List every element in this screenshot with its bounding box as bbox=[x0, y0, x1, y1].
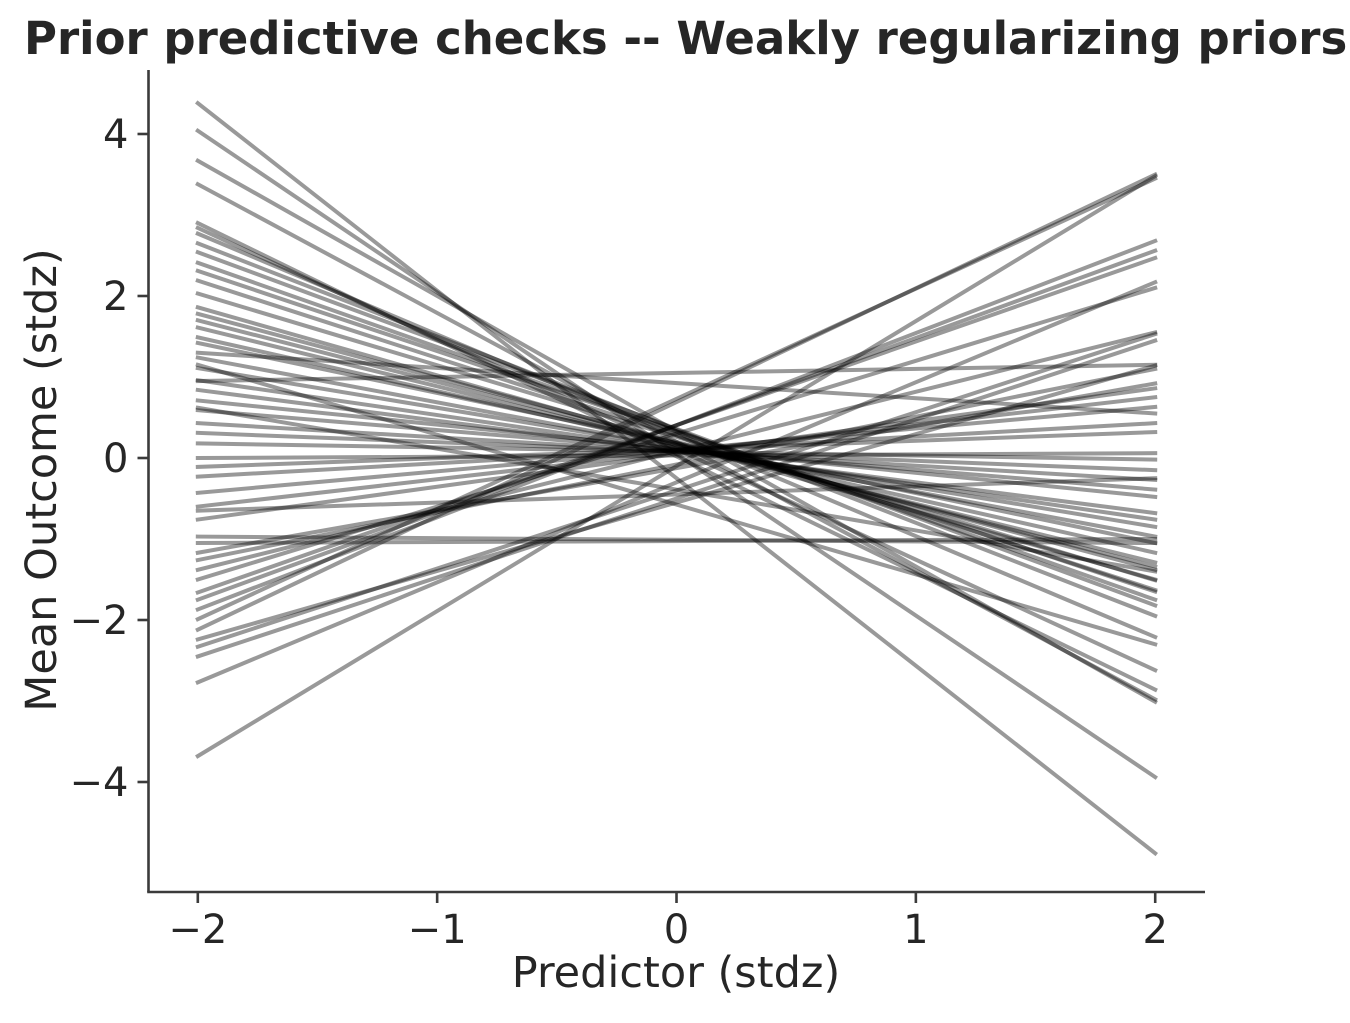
prior-line-40 bbox=[195, 536, 1158, 546]
prior-line-31 bbox=[195, 441, 1158, 462]
prior-line-44 bbox=[195, 285, 1158, 582]
prior-line-15 bbox=[195, 317, 1158, 569]
prior-line-9 bbox=[195, 260, 1158, 603]
prior-line-21 bbox=[195, 362, 1158, 647]
prior-line-6 bbox=[195, 231, 1158, 640]
prior-line-50 bbox=[195, 363, 1158, 642]
prior-line-0 bbox=[194, 100, 1159, 857]
prior-line-33 bbox=[195, 430, 1158, 469]
x-tick-label: 1 bbox=[903, 907, 928, 953]
prior-line-43 bbox=[195, 330, 1158, 573]
prior-line-8 bbox=[195, 249, 1158, 608]
prior-line-19 bbox=[195, 350, 1158, 416]
prior-line-41 bbox=[195, 381, 1158, 556]
prior-line-20 bbox=[195, 355, 1158, 539]
prior-line-53 bbox=[195, 279, 1158, 685]
prior-line-14 bbox=[195, 311, 1158, 573]
prior-line-49 bbox=[195, 171, 1158, 633]
prior-line-39 bbox=[195, 534, 1158, 546]
prior-line-13 bbox=[195, 304, 1158, 582]
x-tick-label: 2 bbox=[1142, 907, 1167, 953]
prior-line-16 bbox=[195, 325, 1158, 565]
prior-line-36 bbox=[195, 395, 1158, 509]
prior-line-34 bbox=[195, 421, 1158, 479]
y-tick-label: −4 bbox=[70, 760, 129, 806]
prior-line-54 bbox=[195, 173, 1158, 759]
y-axis-label: Mean Outcome (stdz) bbox=[17, 248, 67, 712]
x-tick-label: −2 bbox=[168, 907, 227, 953]
prior-line-22 bbox=[195, 365, 1158, 530]
y-tick-label: 0 bbox=[103, 436, 128, 482]
prior-line-35 bbox=[195, 404, 1158, 495]
prior-line-47 bbox=[195, 238, 1158, 613]
prior-line-1 bbox=[195, 127, 1158, 780]
prior-line-11 bbox=[195, 278, 1158, 593]
prior-line-45 bbox=[195, 255, 1158, 596]
prior-line-5 bbox=[195, 225, 1158, 673]
prior-line-10 bbox=[195, 268, 1158, 595]
prior-line-30 bbox=[195, 430, 1158, 473]
y-tick-label: −2 bbox=[70, 598, 129, 644]
x-tick-label: 0 bbox=[664, 907, 689, 953]
prior-line-26 bbox=[195, 398, 1158, 500]
prior-line-46 bbox=[195, 248, 1158, 603]
x-tick-label: −1 bbox=[408, 907, 467, 953]
prior-line-23 bbox=[195, 377, 1158, 522]
x-axis-label: Predictor (stdz) bbox=[511, 948, 841, 998]
prior-line-12 bbox=[195, 291, 1158, 583]
prior-line-3 bbox=[195, 181, 1158, 703]
prior-line-42 bbox=[195, 366, 1158, 563]
prior-line-25 bbox=[195, 387, 1158, 516]
prior-line-37 bbox=[195, 476, 1158, 513]
prior-line-52 bbox=[195, 338, 1158, 659]
prior-line-32 bbox=[195, 451, 1158, 461]
y-tick-label: 4 bbox=[103, 112, 128, 158]
prior-line-29 bbox=[195, 421, 1158, 482]
chart-title: Prior predictive checks -- Weakly regula… bbox=[24, 12, 1348, 65]
prior-line-18 bbox=[195, 340, 1158, 546]
prior-line-51 bbox=[195, 331, 1158, 650]
y-tick-label: 2 bbox=[103, 274, 128, 320]
prior-line-7 bbox=[195, 240, 1158, 619]
prior-line-17 bbox=[195, 334, 1158, 556]
prior-line-28 bbox=[195, 408, 1158, 492]
prior-line-2 bbox=[195, 157, 1158, 705]
prior-line-27 bbox=[195, 405, 1158, 574]
prior-line-48 bbox=[195, 175, 1158, 622]
prior-line-38 bbox=[195, 386, 1158, 522]
prior-line-4 bbox=[195, 220, 1158, 693]
prior-line-24 bbox=[195, 362, 1158, 384]
